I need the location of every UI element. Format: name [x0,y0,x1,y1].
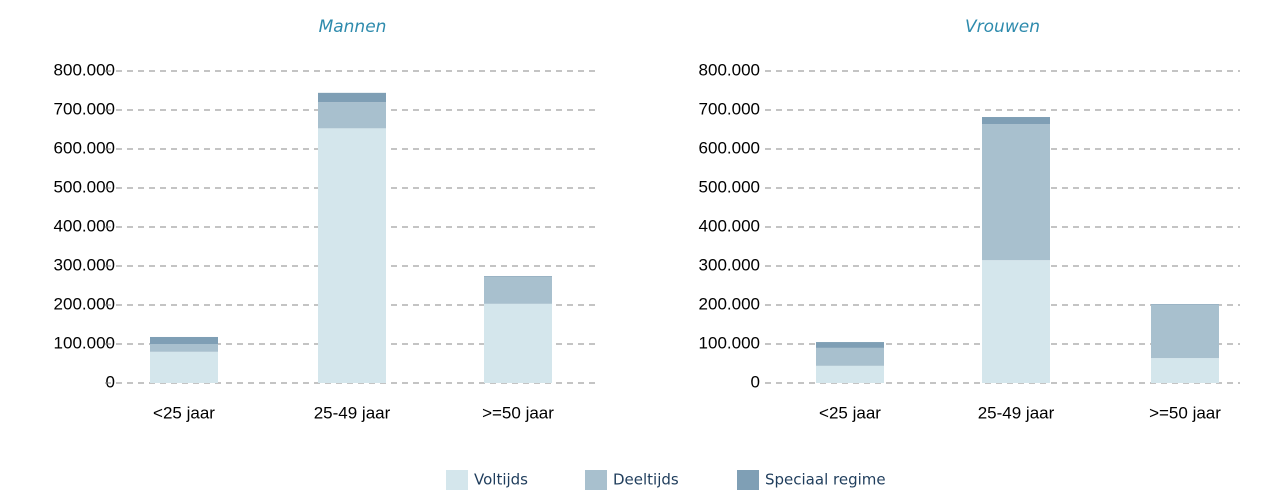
legend-swatch [446,470,468,490]
y-tick-label: 500.000 [699,177,760,196]
y-tick-label: 300.000 [699,255,760,274]
y-tick-label: 100.000 [54,333,115,352]
bar-segment [816,342,884,348]
y-tick-label: 800.000 [699,60,760,79]
bar-segment [982,124,1050,261]
bar-segment [816,347,884,366]
y-tick-label: 0 [106,372,115,391]
x-tick-label: <25 jaar [819,403,881,422]
legend-label: Speciaal regime [765,471,886,489]
chart-title: Vrouwen [965,17,1040,37]
chart-title: Mannen [319,17,387,37]
y-tick-label: 200.000 [54,294,115,313]
x-tick-label: <25 jaar [153,403,215,422]
x-tick-label: >=50 jaar [1149,403,1221,422]
legend-swatch [737,470,759,490]
y-tick-label: 700.000 [54,99,115,118]
legend-swatch [585,470,607,490]
y-tick-label: 800.000 [54,60,115,79]
x-tick-label: >=50 jaar [482,403,554,422]
bar-segment [318,92,386,103]
bar-segment [816,365,884,383]
y-tick-label: 400.000 [699,216,760,235]
bar-segment [484,276,552,304]
bar-segment [150,351,218,383]
x-tick-label: 25-49 jaar [314,403,391,422]
bar-segment [1151,305,1219,359]
y-tick-label: 600.000 [699,138,760,157]
bar-segment [982,260,1050,383]
x-tick-label: 25-49 jaar [978,403,1055,422]
bar-segment [150,344,218,352]
y-tick-label: 500.000 [54,177,115,196]
y-tick-label: 400.000 [54,216,115,235]
y-tick-label: 600.000 [54,138,115,157]
y-tick-label: 100.000 [699,333,760,352]
legend-label: Voltijds [474,471,528,489]
bar-segment [150,336,218,344]
bar-segment [484,303,552,383]
bar-segment [1151,358,1219,383]
bar-segment [1151,304,1219,305]
bar-segment [318,128,386,383]
y-tick-label: 200.000 [699,294,760,313]
y-tick-label: 0 [751,372,760,391]
bar-segment [318,102,386,129]
bar-segment [484,276,552,277]
y-tick-label: 300.000 [54,255,115,274]
bar-segment [982,117,1050,125]
legend-label: Deeltijds [613,471,679,489]
y-tick-label: 700.000 [699,99,760,118]
